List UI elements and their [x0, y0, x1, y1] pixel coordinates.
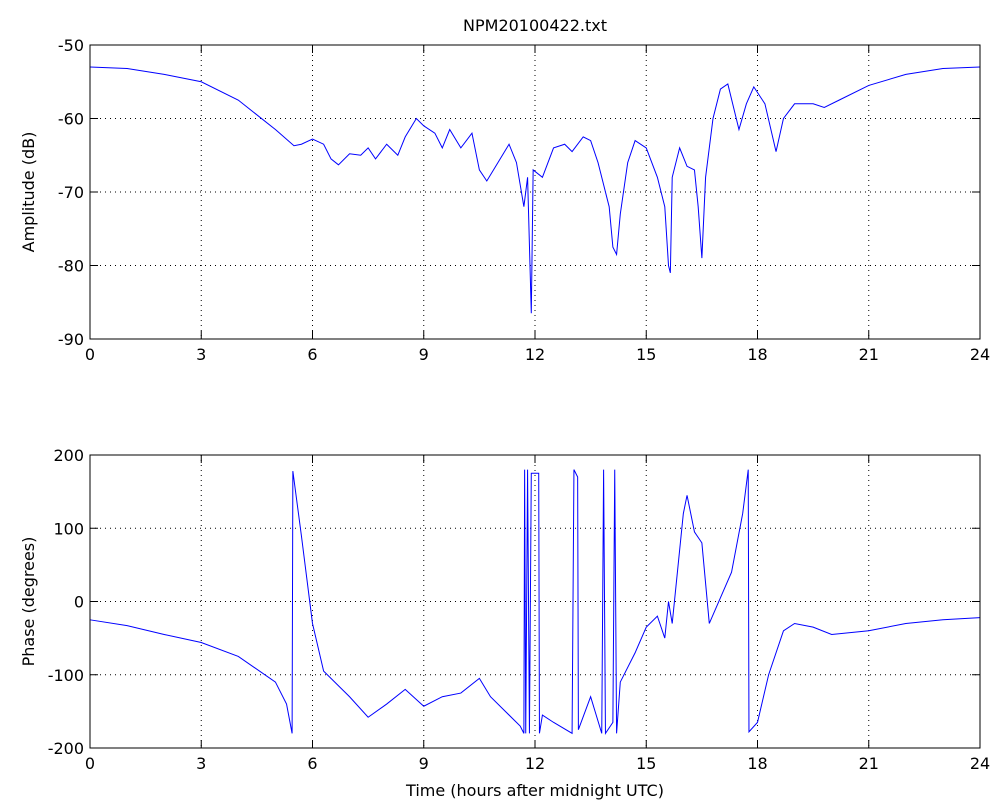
y-tick-label: -80 — [58, 257, 84, 276]
x-tick-label: 6 — [307, 754, 317, 773]
x-tick-label: 6 — [307, 345, 317, 364]
x-tick-label: 12 — [525, 345, 545, 364]
x-tick-label: 9 — [419, 754, 429, 773]
axes-frame — [89, 44, 981, 340]
x-tick-label: 15 — [636, 345, 656, 364]
y-tick-label: -50 — [58, 36, 84, 55]
x-axis-label: Time (hours after midnight UTC) — [405, 781, 664, 800]
y-tick-label: 100 — [53, 519, 84, 538]
y-tick-label: 200 — [53, 446, 84, 465]
x-tick-label: 15 — [636, 754, 656, 773]
x-tick-label: 0 — [85, 754, 95, 773]
data-line — [89, 469, 981, 735]
x-tick-label: 0 — [85, 345, 95, 364]
y-tick-label: -100 — [48, 666, 84, 685]
x-tick-label: 9 — [419, 345, 429, 364]
x-tick-label: 21 — [859, 754, 879, 773]
axes-frame — [89, 454, 981, 749]
data-line — [89, 66, 981, 314]
y-axis-label: Amplitude (dB) — [19, 132, 38, 253]
x-tick-label: 21 — [859, 345, 879, 364]
y-tick-label: -60 — [58, 110, 84, 129]
x-tick-label: 3 — [196, 345, 206, 364]
x-tick-label: 12 — [525, 754, 545, 773]
y-tick-label: 0 — [74, 593, 84, 612]
y-axis-label: Phase (degrees) — [19, 537, 38, 667]
x-tick-label: 24 — [970, 754, 990, 773]
x-tick-label: 24 — [970, 345, 990, 364]
x-tick-label: 18 — [747, 754, 767, 773]
x-tick-label: 3 — [196, 754, 206, 773]
y-tick-label: -90 — [58, 330, 84, 349]
y-tick-label: -70 — [58, 183, 84, 202]
x-tick-label: 18 — [747, 345, 767, 364]
y-tick-label: -200 — [48, 739, 84, 758]
chart-title: NPM20100422.txt — [463, 16, 607, 35]
